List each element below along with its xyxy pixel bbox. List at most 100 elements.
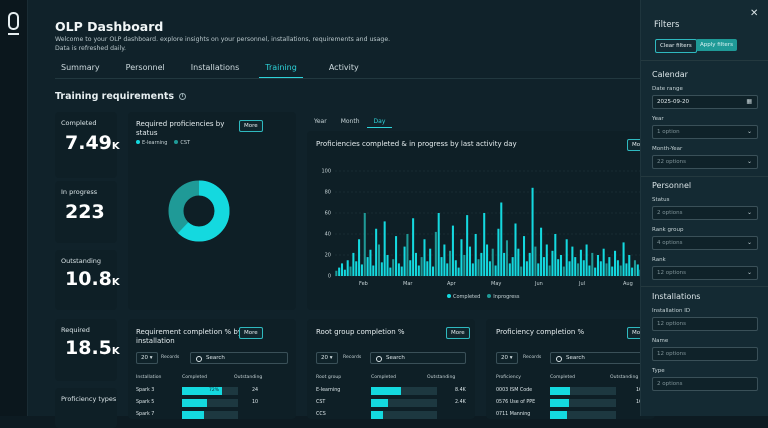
status-select[interactable]: 2 options ⌄	[652, 206, 758, 220]
section-title: Training requirements i	[55, 91, 187, 102]
activity-bar	[551, 250, 554, 276]
x-tick-label: May	[491, 281, 501, 287]
completion-bar	[182, 399, 207, 407]
activity-bar	[454, 260, 457, 276]
activity-bar	[449, 250, 452, 276]
activity-bar	[352, 252, 355, 276]
activity-bar	[409, 260, 412, 276]
activity-bar	[412, 218, 415, 276]
activity-bar	[497, 228, 500, 276]
table-more-button[interactable]: More	[239, 327, 263, 339]
x-tick-label: Apr	[447, 281, 457, 287]
activity-bar	[486, 244, 489, 276]
activity-bar	[596, 255, 599, 276]
installation-type-select[interactable]: 2 options	[652, 377, 758, 391]
activity-bar	[383, 221, 386, 276]
table-row-name: Spark 3	[136, 388, 155, 393]
activity-bar	[480, 252, 483, 276]
kpi-proficiency-types: Proficiency types	[55, 388, 117, 428]
logo-icon	[8, 12, 19, 35]
activity-bar	[343, 269, 346, 276]
rank-select[interactable]: 12 options ⌄	[652, 266, 758, 280]
rank-group-select[interactable]: 4 options ⌄	[652, 236, 758, 250]
table-row-name: 0711 Manning	[496, 412, 531, 417]
activity-bar	[608, 257, 611, 276]
activity-bar	[434, 231, 437, 276]
kpi-in-progress: In progress 223	[55, 181, 117, 243]
table-search-input[interactable]: Search	[190, 352, 288, 364]
activity-bar	[403, 246, 406, 276]
tab-summary[interactable]: Summary	[61, 63, 100, 72]
activity-bar	[611, 266, 614, 276]
page-size-select[interactable]: 20 ▾	[136, 352, 158, 364]
table-row-name: Spark 7	[136, 412, 155, 417]
legend-inprogress: Inprogress	[487, 294, 520, 300]
table-row-name: CCS	[316, 412, 326, 417]
chevron-down-icon: ⌄	[746, 158, 752, 165]
activity-bar	[420, 257, 423, 276]
page-size-select[interactable]: 20 ▾	[496, 352, 518, 364]
activity-bar	[491, 248, 494, 276]
table-row-name: 0576 Use of PPE	[496, 400, 536, 405]
month-year-select[interactable]: 22 options ⌄	[652, 155, 758, 169]
table-search-input[interactable]: Search	[370, 352, 466, 364]
table-title: Root group completion %	[316, 328, 405, 336]
activity-bar	[508, 263, 511, 276]
info-icon[interactable]: i	[179, 93, 187, 100]
table-row-name: Spark 5	[136, 400, 155, 405]
activity-bar	[579, 249, 582, 276]
activity-bar	[369, 249, 372, 276]
seg-year[interactable]: Year	[314, 118, 327, 125]
donut-slice-elearning	[168, 180, 230, 242]
activity-bar	[514, 223, 517, 276]
chevron-down-icon: ⌄	[746, 209, 752, 216]
donut-chart	[168, 180, 230, 242]
completion-bar	[371, 411, 383, 419]
activity-bar	[380, 262, 383, 276]
tab-installations[interactable]: Installations	[190, 63, 240, 72]
completion-bar	[550, 411, 567, 419]
activity-bar	[619, 265, 622, 276]
activity-bar	[616, 260, 619, 276]
activity-bar	[389, 267, 392, 276]
activity-bar	[400, 266, 403, 276]
activity-bar	[466, 215, 469, 276]
year-select[interactable]: 1 option ⌄	[652, 125, 758, 139]
activity-bar	[531, 187, 534, 276]
seg-month[interactable]: Month	[340, 118, 360, 125]
tab-personnel[interactable]: Personnel	[125, 63, 165, 72]
activity-bar	[414, 252, 417, 276]
donut-more-button[interactable]: More	[239, 120, 263, 132]
activity-bar	[582, 260, 585, 276]
activity-bar	[557, 259, 560, 276]
installation-name-select[interactable]: 12 options	[652, 347, 758, 361]
activity-bar	[633, 260, 636, 276]
activity-bar	[429, 248, 432, 276]
activity-bar	[372, 265, 375, 276]
apply-filters-button[interactable]: Apply filters	[696, 39, 737, 51]
activity-bar	[528, 252, 531, 276]
seg-day[interactable]: Day	[366, 116, 393, 128]
activity-bar	[426, 261, 429, 276]
close-icon[interactable]: ✕	[750, 8, 759, 19]
table-title: Requirement completion % by installation	[136, 328, 242, 345]
y-tick-label: 40	[325, 232, 331, 238]
clear-filters-button[interactable]: Clear filters	[655, 39, 697, 53]
activity-bar	[392, 259, 395, 276]
activity-bar	[628, 255, 631, 276]
tab-activity[interactable]: Activity	[328, 63, 359, 72]
installation-id-select[interactable]: 12 options	[652, 317, 758, 331]
date-range-field[interactable]: 2025-09-20 ▦	[652, 95, 758, 109]
activity-bar	[397, 263, 400, 276]
activity-bar	[417, 265, 420, 276]
activity-bar	[363, 213, 366, 276]
page-size-select[interactable]: 20 ▾	[316, 352, 338, 364]
activity-bar	[340, 263, 344, 276]
activity-bar	[588, 265, 591, 276]
activity-bar	[349, 266, 352, 276]
table-search-input[interactable]: Search	[550, 352, 647, 364]
activity-bar	[395, 236, 398, 276]
donut-legend: E-learning CST	[136, 140, 190, 146]
table-more-button[interactable]: More	[446, 327, 470, 339]
tab-training[interactable]: Training	[259, 61, 303, 79]
